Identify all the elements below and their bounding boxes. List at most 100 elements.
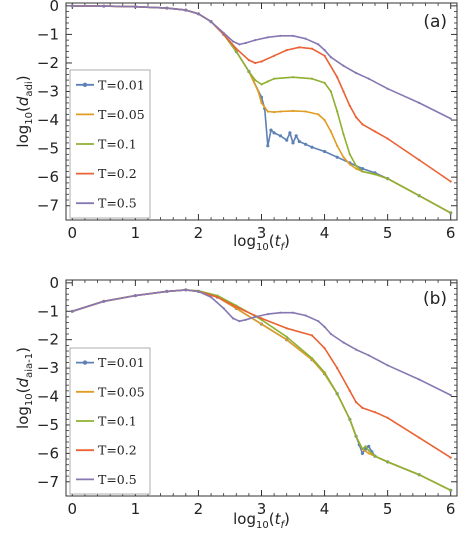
data-point [323, 119, 326, 122]
data-point [361, 123, 364, 126]
data-point [71, 4, 74, 7]
data-point [329, 56, 332, 59]
y-tick-label: −6 [37, 444, 59, 462]
data-point [317, 43, 320, 46]
y-tick-label: −1 [37, 302, 59, 320]
x-title-var: t [275, 510, 282, 528]
data-point [266, 36, 269, 39]
y-title-var-sub: adi [24, 81, 35, 96]
y-title-open: ( [14, 387, 32, 393]
data-point [323, 54, 326, 57]
data-point [165, 290, 168, 293]
data-point [355, 348, 358, 351]
data-point [244, 318, 247, 321]
data-point [209, 20, 213, 23]
data-point [449, 394, 452, 397]
x-tick-label: 4 [320, 224, 330, 242]
data-point [238, 43, 241, 46]
data-point [134, 5, 137, 8]
data-point [291, 76, 295, 79]
data-point [449, 180, 452, 183]
y-tick-label: −3 [37, 83, 59, 101]
data-point [329, 332, 332, 336]
data-point [329, 90, 332, 93]
x-axis-title: log10(tf) [233, 232, 290, 253]
data-point [386, 137, 389, 140]
x-title-open: ( [269, 232, 275, 250]
data-point [285, 327, 288, 330]
legend: T=0.01 T=0.05 T=0.1 T=0.2 T=0.5 [69, 347, 151, 495]
x-title-close: ) [284, 232, 290, 250]
data-point [273, 54, 276, 57]
data-point [317, 320, 320, 323]
data-point [449, 489, 452, 492]
data-point [323, 347, 326, 350]
data-point [260, 317, 263, 320]
data-point [342, 64, 345, 67]
x-tick-label: 3 [257, 500, 267, 518]
data-point [342, 90, 345, 93]
y-title-sub: 10 [24, 393, 35, 406]
legend-entry: T=0.5 [98, 196, 137, 211]
legend-entry: T=0.1 [98, 137, 137, 152]
data-point [418, 194, 421, 197]
data-point [323, 149, 327, 154]
data-point [244, 41, 247, 45]
data-point [355, 167, 358, 170]
data-point [386, 416, 389, 419]
x-tick-label: 2 [194, 500, 204, 518]
data-point [134, 294, 137, 297]
data-point [197, 12, 200, 15]
y-title-var: d [14, 96, 32, 106]
data-point [323, 371, 326, 374]
legend-entry: T=0.1 [98, 414, 137, 429]
data-point [361, 406, 364, 409]
x-tick-label: 5 [383, 500, 393, 518]
data-point [247, 70, 250, 73]
data-point [367, 449, 370, 452]
data-point [355, 116, 358, 119]
y-axis-title: log10(daia-1) [14, 347, 35, 429]
y-tick-label: −4 [37, 388, 59, 406]
data-point [266, 313, 269, 316]
data-point [418, 158, 421, 162]
data-point [336, 144, 339, 147]
legend: T=0.01 T=0.05 T=0.1 T=0.2 T=0.5 [69, 69, 151, 219]
data-point [197, 290, 200, 293]
y-tick-label: 0 [49, 274, 59, 292]
data-point [260, 323, 263, 326]
data-point [323, 49, 326, 52]
y-tick-label: −3 [37, 359, 59, 377]
series-t-0-5 [71, 288, 452, 397]
data-point [266, 144, 270, 148]
data-point [165, 7, 168, 10]
data-point [310, 334, 314, 337]
data-point [235, 47, 238, 50]
x-tick-label: 1 [131, 224, 141, 242]
data-point [209, 296, 213, 299]
legend-marker [82, 82, 88, 88]
y-tick-label: −7 [37, 197, 59, 215]
data-point [216, 296, 219, 299]
data-point [222, 307, 225, 310]
data-point [367, 77, 370, 80]
data-point [272, 131, 276, 135]
data-point [323, 81, 326, 84]
y-title-open: ( [14, 106, 32, 112]
data-point [285, 49, 288, 52]
data-point [342, 341, 345, 344]
data-point [367, 354, 370, 357]
data-point [310, 145, 314, 149]
data-point [373, 411, 377, 414]
x-tick-label: 3 [257, 224, 267, 242]
data-point [418, 101, 421, 104]
y-title-close: ) [14, 347, 32, 353]
legend-box [69, 69, 151, 219]
legend-entry: T=0.05 [98, 107, 145, 122]
data-point [102, 300, 105, 303]
data-point [247, 59, 250, 62]
data-point [367, 444, 371, 448]
x-tick-label: 6 [446, 224, 456, 242]
data-point [285, 338, 288, 341]
